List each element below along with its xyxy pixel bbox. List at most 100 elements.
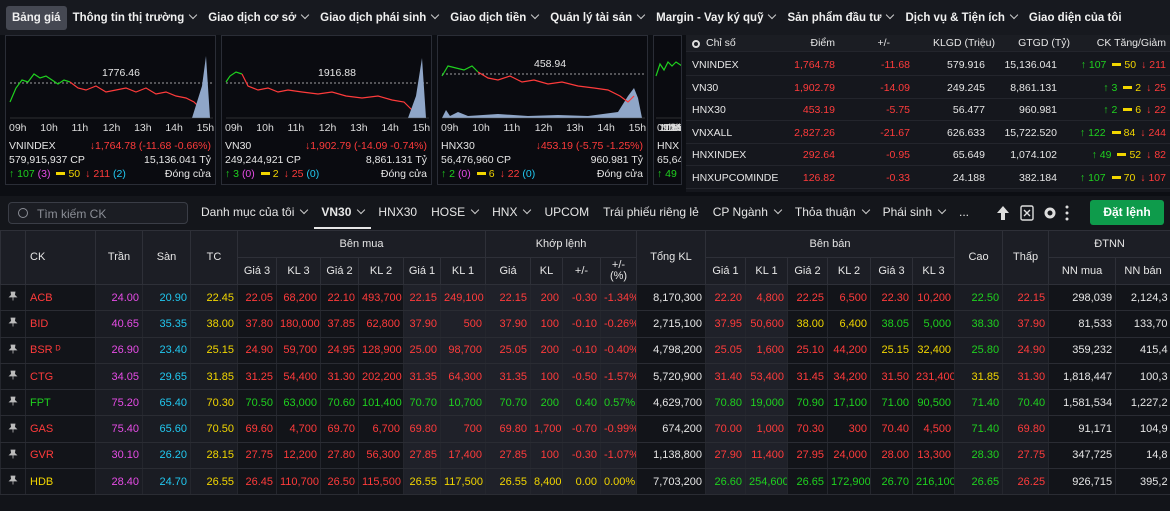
price-cell: 22.05 [237, 284, 277, 312]
nav-item[interactable]: Giao diện của tôi [1028, 11, 1122, 24]
price-cell: 180,000 [276, 310, 321, 338]
tab[interactable]: UPCOM [544, 205, 590, 219]
tab[interactable]: VN30 [314, 197, 372, 229]
time-label: 11h [71, 122, 89, 134]
toolbar-icons[interactable] [992, 203, 1072, 223]
pin-cell[interactable] [0, 310, 26, 338]
price-cell: 24,000 [827, 442, 871, 470]
stock-row[interactable]: BID 40.65 35.35 38.00 37.80 180,000 37.85 62,80… [0, 310, 1170, 338]
pin-cell[interactable] [0, 284, 26, 312]
stock-row[interactable]: HDB 28.40 24.70 26.55 26.45 110,700 26.50 115,5… [0, 468, 1170, 496]
down-count: 22 [1141, 104, 1166, 116]
time-label: 15h [628, 122, 647, 134]
nav-item[interactable]: Giao dịch phái sinh [314, 6, 444, 30]
price-table: CK Trần Sàn TC Bên mua Khớp lệnh Tổng KL Bên bá… [0, 230, 1170, 511]
nav-item[interactable]: Margin - Vay ký quỹ [650, 6, 781, 30]
price-cell: 2,715,100 [636, 310, 706, 338]
price-cell: 4,800 [745, 284, 788, 312]
price-cell: 37.90 [403, 310, 441, 338]
pin-cell[interactable] [0, 442, 26, 470]
nav-item[interactable]: Sản phẩm đầu tư [781, 6, 899, 30]
stock-row[interactable]: CTG 34.05 29.65 31.85 31.25 54,400 31.30 202,20… [0, 363, 1170, 391]
pin-icon[interactable] [8, 370, 18, 380]
stock-row[interactable]: ACB 24.00 20.90 22.45 22.05 68,200 22.10 493,70… [0, 284, 1170, 312]
index-card[interactable]: 1776.46 09h 10h 11h 12h 13h 14h 15h VNINDEX ↓1,76… [5, 35, 216, 185]
price-cell: 25.15 [190, 337, 238, 364]
price-cell: 22.15 [1002, 284, 1049, 312]
order-button[interactable]: Đặt lệnh [1090, 200, 1164, 225]
pin-icon[interactable] [8, 423, 18, 433]
column-subheader: KL 3 [276, 257, 321, 285]
price-cell: 133,70 [1115, 310, 1170, 338]
price-cell: 28.15 [190, 442, 238, 470]
tab[interactable]: Trái phiếu riêng lẻ [603, 205, 699, 219]
ceiling-count: (0) [457, 168, 471, 180]
price-cell: 10,700 [440, 389, 486, 417]
floor-count: (0) [306, 168, 320, 180]
tab[interactable]: Danh mục của tôi [194, 197, 314, 229]
index-row[interactable]: HNXUPCOMINDE 126.82 -0.33 24.188 382.184 1077… [686, 167, 1170, 189]
pin-icon[interactable] [8, 344, 18, 354]
nav-item[interactable]: Giao dịch cơ sở [202, 6, 314, 30]
price-cell: 493,700 [358, 284, 404, 312]
pin-cell[interactable] [0, 337, 26, 364]
price-cell: -0.26% [599, 310, 637, 338]
stock-row[interactable]: GAS 75.40 65.60 70.50 69.60 4,700 69.70 6,700 69… [0, 415, 1170, 443]
column-header: TC [190, 230, 238, 285]
ref-count: 6 [471, 168, 495, 180]
ref-level: 1776.46 [102, 67, 140, 79]
ref-count: 2 [255, 168, 279, 180]
price-cell: 6,400 [827, 310, 871, 338]
search-input[interactable]: Tìm kiếm CK [8, 202, 188, 224]
pin-cell[interactable] [0, 363, 26, 391]
nav-item[interactable]: Thông tin thị trường [67, 6, 203, 30]
pin-cell[interactable] [0, 468, 26, 496]
tab[interactable]: Thỏa thuận [788, 197, 876, 229]
price-cell: -0.30 [562, 442, 601, 470]
pin-icon[interactable] [8, 396, 18, 406]
pin-icon[interactable] [8, 291, 18, 301]
index-card[interactable]: 1916.88 09h 10h 11h 12h 13h 14h 15h VN30 ↓1,902.7… [221, 35, 432, 185]
price-cell: 115,500 [358, 468, 404, 496]
index-row[interactable]: HNX30 453.19 -5.75 56.477 960.981 2622 [686, 99, 1170, 121]
index-row[interactable]: VNINDEX 1,764.78 -11.68 579.916 15,136.041 10… [686, 54, 1170, 76]
stock-row[interactable]: BSR ᴰ 26.90 23.40 25.15 24.90 59,700 24.95 128,… [0, 337, 1170, 364]
tab[interactable]: Phái sinh [876, 197, 952, 229]
tab[interactable]: HOSE [424, 197, 485, 229]
price-cell: 11,400 [745, 442, 788, 470]
tab-more[interactable]: ... [959, 205, 970, 219]
price-cell: -0.10 [562, 310, 601, 338]
price-cell: 27.75 [1002, 442, 1049, 470]
price-cell: 31.25 [237, 363, 277, 391]
tab[interactable]: CP Ngành [706, 197, 788, 229]
price-cell: 31.45 [787, 363, 828, 391]
nav-item[interactable]: Quản lý tài sản [544, 6, 650, 30]
price-cell: 31.50 [870, 363, 913, 391]
pin-header [0, 230, 26, 285]
index-row[interactable]: HNXINDEX 292.64 -0.95 65.649 1,074.102 495282 [686, 144, 1170, 166]
pin-icon[interactable] [8, 317, 18, 327]
index-volume: 24.188 [952, 171, 985, 184]
pin-cell[interactable] [0, 415, 26, 443]
stock-row[interactable]: GVR 30.10 26.20 28.15 27.75 12,200 27.80 56,300… [0, 442, 1170, 470]
pin-icon[interactable] [8, 475, 18, 485]
tab[interactable]: HNX [485, 197, 537, 229]
index-row[interactable]: VN30 1,902.79 -14.09 249.245 8,861.131 3225 [686, 77, 1170, 99]
nav-item[interactable]: Bảng giá [6, 5, 67, 30]
price-cell: 70.80 [705, 389, 746, 417]
index-card[interactable]: 458.94 09h 10h 11h 12h 13h 14h 15h HNX30 ↓453.19 … [437, 35, 648, 185]
nav-item[interactable]: Dịch vụ & Tiện ích [899, 6, 1022, 30]
index-change: ↓1,902.79 (-14.09 -0.74%) [305, 140, 427, 152]
price-cell: 27.95 [787, 442, 828, 470]
stock-row[interactable]: FPT 75.20 65.40 70.30 70.50 63,000 70.60 101,40… [0, 389, 1170, 417]
index-row[interactable]: VNXALL 2,827.26 -21.67 626.633 15,722.520 122… [686, 122, 1170, 144]
price-cell: 37.90 [1002, 310, 1049, 338]
tab-bar: Danh mục của tôi VN30 HNX30 HOSE HNX UPCOM Trá… [194, 197, 976, 229]
price-cell: 24.70 [142, 468, 191, 496]
price-cell: 27.85 [403, 442, 441, 470]
pin-cell[interactable] [0, 389, 26, 417]
pin-icon[interactable] [8, 449, 18, 459]
nav-item[interactable]: Giao dịch tiền [444, 6, 544, 30]
tab[interactable]: HNX30 [378, 205, 418, 219]
